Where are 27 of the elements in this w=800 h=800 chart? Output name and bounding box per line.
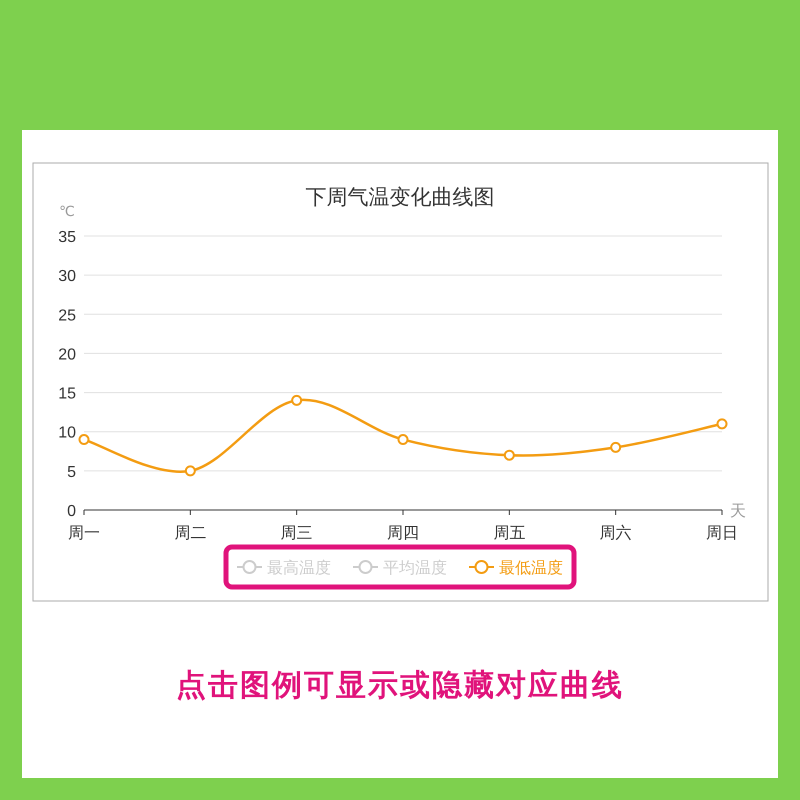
x-tick-label: 周三 — [280, 525, 313, 542]
x-tick-label: 周五 — [493, 525, 526, 542]
point — [716, 418, 728, 430]
chart-title: 下周气温变化曲线图 — [306, 186, 494, 209]
y-tick-label: 10 — [58, 424, 76, 442]
x-tick-label: 周二 — [174, 525, 206, 542]
point — [504, 450, 515, 461]
point — [78, 434, 90, 446]
x-tick-label: 周六 — [600, 524, 632, 542]
text: 点击图例可显示或隐藏对应曲线 — [176, 668, 624, 702]
y-tick-label: 15 — [58, 386, 76, 403]
point — [610, 442, 622, 453]
point — [398, 434, 408, 446]
legend-label: 最低温度 — [499, 559, 563, 577]
y-tick-label: 5 — [67, 464, 76, 481]
x-tick-label: 周日 — [706, 525, 738, 542]
x-tick-label: 周四 — [387, 525, 419, 542]
x-tick-label: 周一 — [68, 525, 100, 542]
y-axis-title: ℃ — [59, 203, 75, 219]
y-tick-label: 30 — [58, 268, 76, 286]
point — [291, 394, 302, 406]
y-tick-label: 35 — [58, 229, 76, 246]
y-tick-label: 0 — [67, 503, 76, 520]
x-axis-title: 天 — [730, 503, 746, 520]
point — [184, 465, 196, 476]
y-tick-label: 20 — [58, 346, 76, 364]
y-tick-label: 25 — [58, 307, 76, 324]
